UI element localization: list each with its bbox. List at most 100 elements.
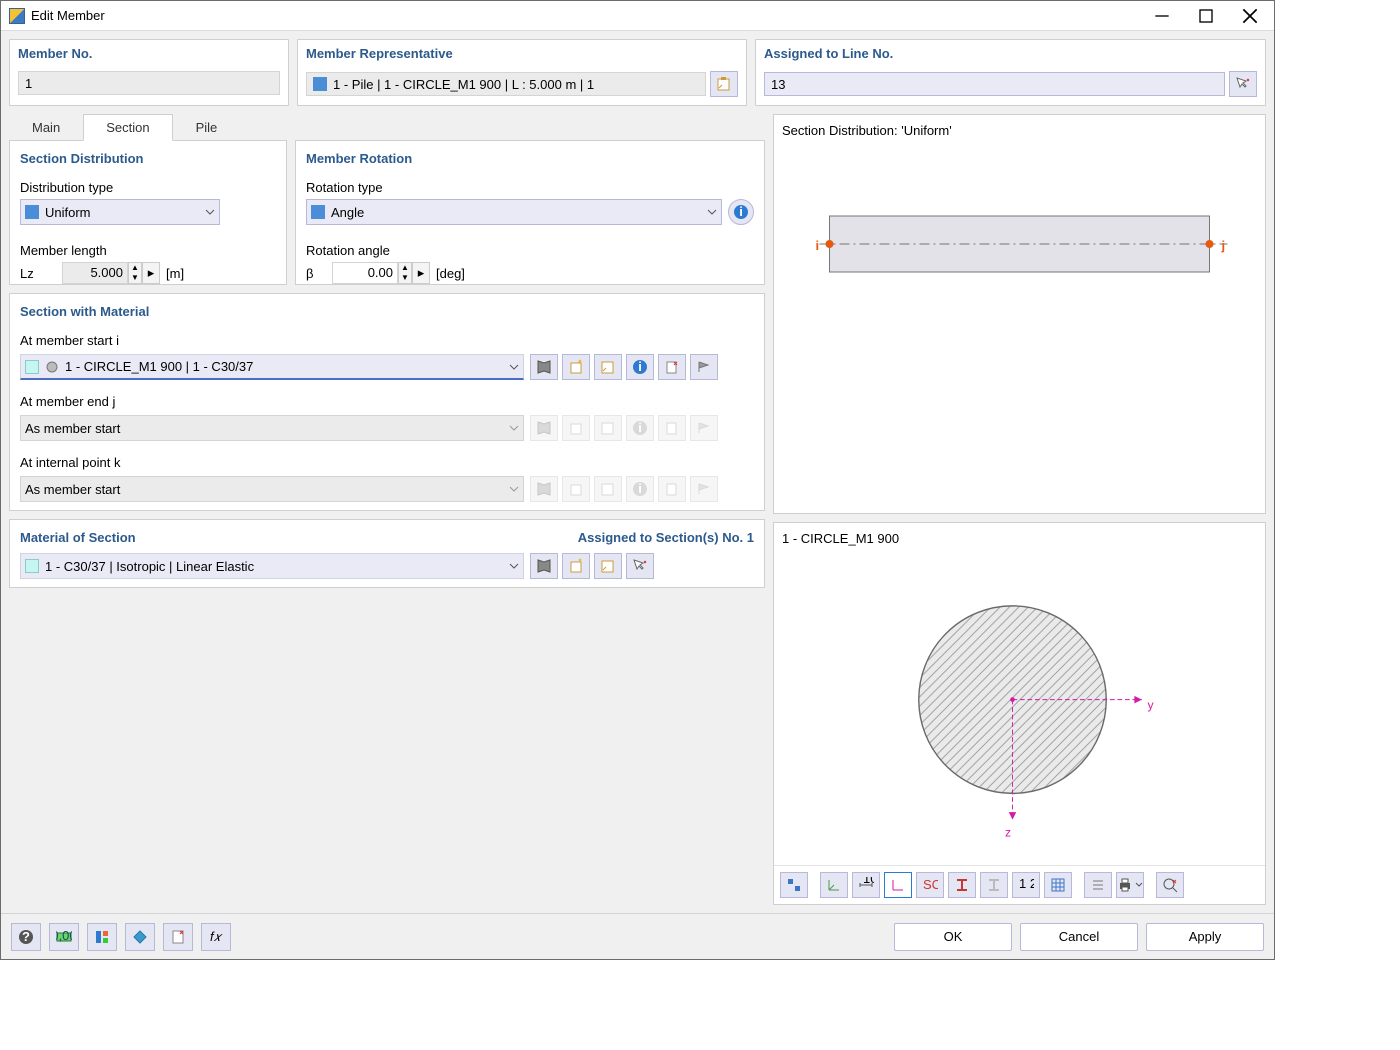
right-column: Section Distribution: 'Uniform' i j 1 - … xyxy=(773,114,1266,905)
cursor-pick-icon xyxy=(632,558,648,574)
tab-main[interactable]: Main xyxy=(9,114,83,141)
book-icon xyxy=(536,558,552,574)
assigned-label: Assigned to Line No. xyxy=(756,40,1265,67)
rotation-type-select[interactable]: Angle xyxy=(306,199,722,225)
left-column: Main Section Pile Section Distribution D… xyxy=(9,114,765,905)
values-table-button[interactable] xyxy=(1044,872,1072,898)
minimize-button[interactable] xyxy=(1140,2,1184,30)
printer-icon xyxy=(1117,877,1133,893)
svg-text:i: i xyxy=(638,481,642,496)
member-no-panel: Member No. 1 xyxy=(9,39,289,106)
new-section-button[interactable] xyxy=(562,354,590,380)
colors-button[interactable] xyxy=(87,923,117,951)
end-label: At member end j xyxy=(10,388,764,413)
edit-section-button[interactable] xyxy=(594,354,622,380)
stress-points-button[interactable]: SC xyxy=(916,872,944,898)
ok-button[interactable]: OK xyxy=(894,923,1012,951)
member-no-value: 1 xyxy=(18,71,280,95)
length-symbol: Lz xyxy=(20,266,56,281)
start-label: At member start i xyxy=(10,327,764,352)
dimensions-button[interactable]: 100 xyxy=(852,872,880,898)
library-button[interactable] xyxy=(530,354,558,380)
tab-section[interactable]: Section xyxy=(83,114,172,141)
view-iso-button[interactable] xyxy=(820,872,848,898)
section-info-button[interactable]: i xyxy=(626,354,654,380)
rotation-info-button[interactable]: i xyxy=(728,199,754,225)
svg-text:i: i xyxy=(638,420,642,435)
maximize-button[interactable] xyxy=(1184,2,1228,30)
pick-material-button[interactable] xyxy=(626,553,654,579)
units-button[interactable]: 0,00 xyxy=(49,923,79,951)
distribution-type-select[interactable]: Uniform xyxy=(20,199,220,225)
section-preview-panel: 1 - CIRCLE_M1 900 y xyxy=(773,522,1266,906)
help-button[interactable]: ? xyxy=(11,923,41,951)
section-distribution-header: Section Distribution xyxy=(10,141,286,174)
window-title: Edit Member xyxy=(31,8,1140,23)
svg-text:j: j xyxy=(1221,238,1226,253)
reduce-button xyxy=(690,415,718,441)
cancel-button[interactable]: Cancel xyxy=(1020,923,1138,951)
svg-text:?: ? xyxy=(22,929,30,944)
tab-bar: Main Section Pile xyxy=(9,114,765,141)
length-step-button: ▸ xyxy=(142,262,160,284)
angle-step-button[interactable]: ▸ xyxy=(412,262,430,284)
tab-pile[interactable]: Pile xyxy=(173,114,241,141)
diamond-icon xyxy=(132,929,148,945)
axis-toggle-button[interactable] xyxy=(884,872,912,898)
section-outline-button[interactable] xyxy=(948,872,976,898)
length-unit: [m] xyxy=(166,266,184,281)
material-of-section-panel: Material of SectionAssigned to Section(s… xyxy=(9,519,765,588)
assigned-value[interactable]: 13 xyxy=(764,72,1225,96)
rotation-angle-label: Rotation angle xyxy=(296,225,764,262)
section-start-toolbar: i xyxy=(530,354,718,380)
material-toolbar xyxy=(530,553,654,579)
flag-icon xyxy=(696,359,712,375)
svg-text:z: z xyxy=(1005,826,1011,840)
section-internal-select: As member start xyxy=(20,476,524,502)
material-select[interactable]: 1 - C30/37 | Isotropic | Linear Elastic xyxy=(20,553,524,579)
script-button[interactable] xyxy=(163,923,193,951)
pick-line-button[interactable] xyxy=(1229,71,1257,97)
section-start-select[interactable]: 1 - CIRCLE_M1 900 | 1 - C30/37 xyxy=(20,354,524,380)
angle-spinner[interactable]: ▲▼ xyxy=(398,262,412,284)
book-icon xyxy=(536,359,552,375)
angle-input[interactable]: 0.00 xyxy=(332,262,398,284)
clipboard-icon xyxy=(716,76,732,92)
edit-clipboard-icon xyxy=(600,359,616,375)
distribution-preview-graphic: i j xyxy=(782,138,1257,338)
material-of-section-header: Material of Section xyxy=(10,520,568,553)
axis-icon xyxy=(890,877,906,893)
edit-rep-button[interactable] xyxy=(710,71,738,97)
list-button[interactable] xyxy=(1084,872,1112,898)
reset-view-button[interactable] xyxy=(1156,872,1184,898)
section-internal-toolbar: i xyxy=(530,476,718,502)
member-rotation-header: Member Rotation xyxy=(296,141,764,174)
svg-text:i: i xyxy=(638,359,642,374)
edit-material-button[interactable] xyxy=(594,553,622,579)
section-preview-title: 1 - CIRCLE_M1 900 xyxy=(774,523,1265,554)
preview-toolbar: 100 SC 1 2 3 xyxy=(774,865,1265,904)
new-material-button[interactable] xyxy=(562,553,590,579)
numbering-button[interactable]: 1 2 3 xyxy=(1012,872,1040,898)
script-icon xyxy=(170,929,186,945)
library-button[interactable] xyxy=(530,553,558,579)
graphics-options-button[interactable] xyxy=(780,872,808,898)
member-rotation-panel: Member Rotation Rotation type Angle i Ro… xyxy=(295,140,765,285)
angle-swatch-icon xyxy=(311,205,325,219)
print-button[interactable] xyxy=(1116,872,1144,898)
dialog-footer: ? 0,00 f𝑥 OK Cancel Apply xyxy=(1,913,1274,959)
assigned-sections-label: Assigned to Section(s) No. 1 xyxy=(568,520,764,553)
list-icon xyxy=(1090,877,1106,893)
dimension-icon: 100 xyxy=(858,877,874,893)
close-button[interactable] xyxy=(1228,2,1272,30)
fx-icon: f𝑥 xyxy=(208,929,224,945)
material-swatch-icon xyxy=(25,559,39,573)
formula-button[interactable]: f𝑥 xyxy=(201,923,231,951)
svg-text:f𝑥: f𝑥 xyxy=(210,929,224,944)
calc-params-button[interactable] xyxy=(125,923,155,951)
apply-button[interactable]: Apply xyxy=(1146,923,1264,951)
clear-section-button[interactable] xyxy=(658,354,686,380)
length-input: 5.000 ▲▼ ▸ xyxy=(62,262,160,284)
reduce-button[interactable] xyxy=(690,354,718,380)
angle-unit: [deg] xyxy=(436,266,465,281)
